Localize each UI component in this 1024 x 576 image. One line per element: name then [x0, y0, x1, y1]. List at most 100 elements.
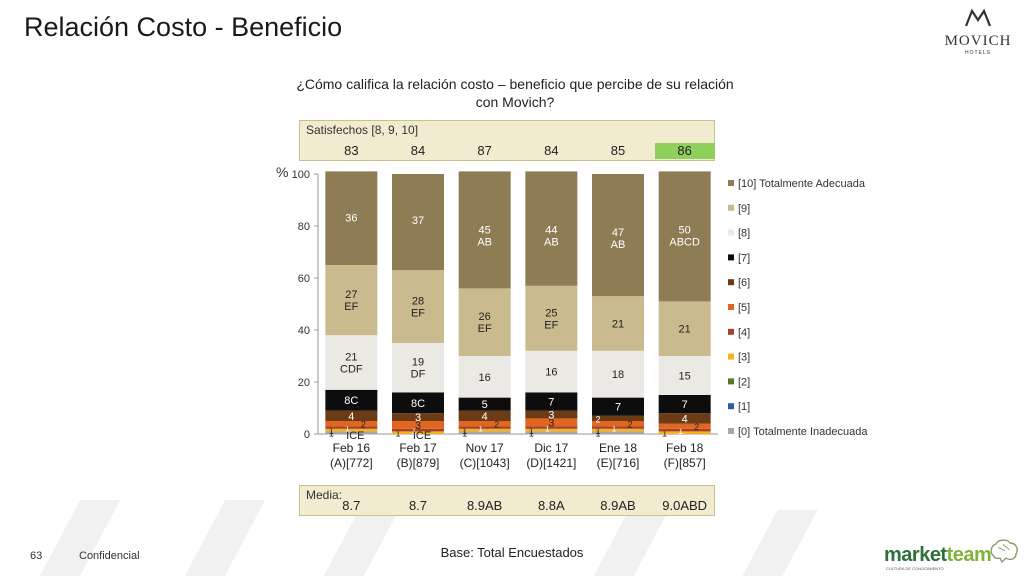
- bar-segment: [658, 301, 711, 356]
- bar-segment: [392, 431, 444, 434]
- legend-swatch: [728, 254, 734, 261]
- confidential-label: Confidencial: [79, 550, 140, 562]
- data-label: 8C: [344, 395, 358, 407]
- bar-segment: [458, 431, 511, 434]
- bar-segment: [592, 426, 644, 429]
- bar-segment: [392, 421, 444, 429]
- bar-segment: [592, 350, 644, 398]
- bar-segment: [325, 426, 378, 429]
- data-label: 4: [482, 411, 488, 423]
- data-label: 3: [548, 410, 554, 422]
- data-label: 3: [415, 412, 421, 424]
- legend-entry: [5]: [738, 302, 750, 314]
- bar-segment: [392, 413, 444, 421]
- data-label: 1: [529, 426, 534, 436]
- legend-swatch: [728, 229, 734, 236]
- bar-segment: [525, 392, 578, 411]
- bar-segment: [325, 431, 378, 434]
- bar-segment: [458, 428, 511, 432]
- x-tick-label: Nov 17 (C)[1043]: [460, 441, 510, 470]
- bar-segment: [658, 413, 711, 424]
- bar-segment: [592, 397, 644, 416]
- base-note: Base: Total Encuestados: [440, 545, 584, 560]
- legend-swatch: [728, 304, 734, 310]
- media-value: 8.9AB: [600, 498, 636, 513]
- data-label: 1: [662, 429, 667, 439]
- bar-segment: [592, 296, 644, 351]
- bar-segment: [525, 410, 578, 419]
- legend-entry: [7]: [738, 252, 750, 264]
- bar-segment: [392, 428, 444, 432]
- media-value: 8.7: [408, 498, 428, 513]
- bar-segment: [525, 431, 578, 434]
- bar-segment: [458, 410, 511, 421]
- bar-segment: [592, 174, 644, 297]
- data-label: 1: [462, 429, 467, 439]
- bar-segment: [592, 415, 644, 421]
- legend-entry: [10] Totalmente Adecuada: [738, 178, 866, 190]
- data-label: 4: [682, 413, 688, 425]
- x-tick-label: Dic 17 (D)[1421]: [526, 441, 576, 470]
- bar-segment: [658, 431, 711, 434]
- data-label: 1: [462, 426, 467, 436]
- data-label: 7: [682, 399, 688, 411]
- bar-segment: [658, 395, 711, 414]
- media-value: 8.9AB: [466, 498, 503, 513]
- data-label: 3: [548, 417, 554, 429]
- x-tick-label: Feb 16 (A)[772]: [330, 441, 373, 470]
- y-tick-label: 60: [298, 273, 310, 285]
- brand-name: MOVICH: [944, 33, 1012, 49]
- legend-swatch: [728, 378, 734, 385]
- marketteam-word-b: team: [946, 544, 992, 566]
- data-label: 16: [479, 372, 491, 384]
- data-label: 36: [345, 212, 357, 224]
- bar-segment: [458, 356, 511, 398]
- data-label: 28 EF: [411, 296, 425, 320]
- media-value: 8.7: [342, 498, 361, 513]
- brain-icon: [990, 539, 1018, 564]
- bar-segment: [525, 285, 578, 351]
- satisfied-value: 85: [610, 143, 626, 158]
- bar-segment: [658, 428, 711, 432]
- bar-segment: [325, 265, 378, 336]
- data-label: 2: [694, 422, 699, 432]
- legend-entry: [1]: [738, 401, 750, 413]
- bar-segment: [325, 410, 378, 421]
- bar-segment: [458, 171, 511, 289]
- y-tick-label: 20: [298, 377, 310, 389]
- brand-sub: HOTELS: [964, 50, 991, 56]
- chart-question: ¿Cómo califica la relación costo – benef…: [296, 76, 734, 110]
- legend-swatch: [728, 204, 734, 211]
- page-number: 63: [30, 550, 43, 562]
- data-label: 1: [329, 426, 334, 436]
- satisfied-label: Satisfechos [8, 9, 10]: [306, 123, 419, 137]
- data-label: 18: [612, 369, 624, 381]
- x-tick-label: Feb 18 (F)[857]: [664, 441, 706, 470]
- data-label: 45 AB: [477, 224, 492, 248]
- marketteam-wordmark: marketteam: [884, 544, 992, 567]
- bar-segment: [592, 431, 644, 434]
- bar-segment: [525, 171, 578, 286]
- data-label: 8C: [411, 398, 425, 410]
- data-label: 7: [548, 397, 554, 409]
- data-label: 1: [529, 429, 534, 439]
- data-label: 2: [494, 420, 499, 430]
- bar-segment: [458, 397, 511, 411]
- bar-segment: [325, 389, 378, 411]
- page-title: Relación Costo - Beneficio: [24, 12, 343, 42]
- legend-swatch: [728, 403, 734, 410]
- legend-swatch: [728, 353, 734, 360]
- data-label: 4: [348, 411, 354, 423]
- movich-logo: MOVICH HOTELS: [940, 8, 1016, 56]
- legend-swatch: [728, 428, 734, 434]
- y-tick-label: 0: [304, 429, 310, 441]
- data-label: 21: [679, 324, 691, 336]
- legend-swatch: [728, 279, 734, 286]
- marketteam-tagline: CULTURA DE CONOCIMIENTO: [886, 566, 944, 571]
- data-label: 16: [545, 367, 557, 379]
- data-label: 1: [329, 429, 334, 439]
- data-label: 1: [595, 426, 600, 436]
- data-label: 1: [478, 424, 483, 434]
- data-label: 1: [345, 424, 350, 434]
